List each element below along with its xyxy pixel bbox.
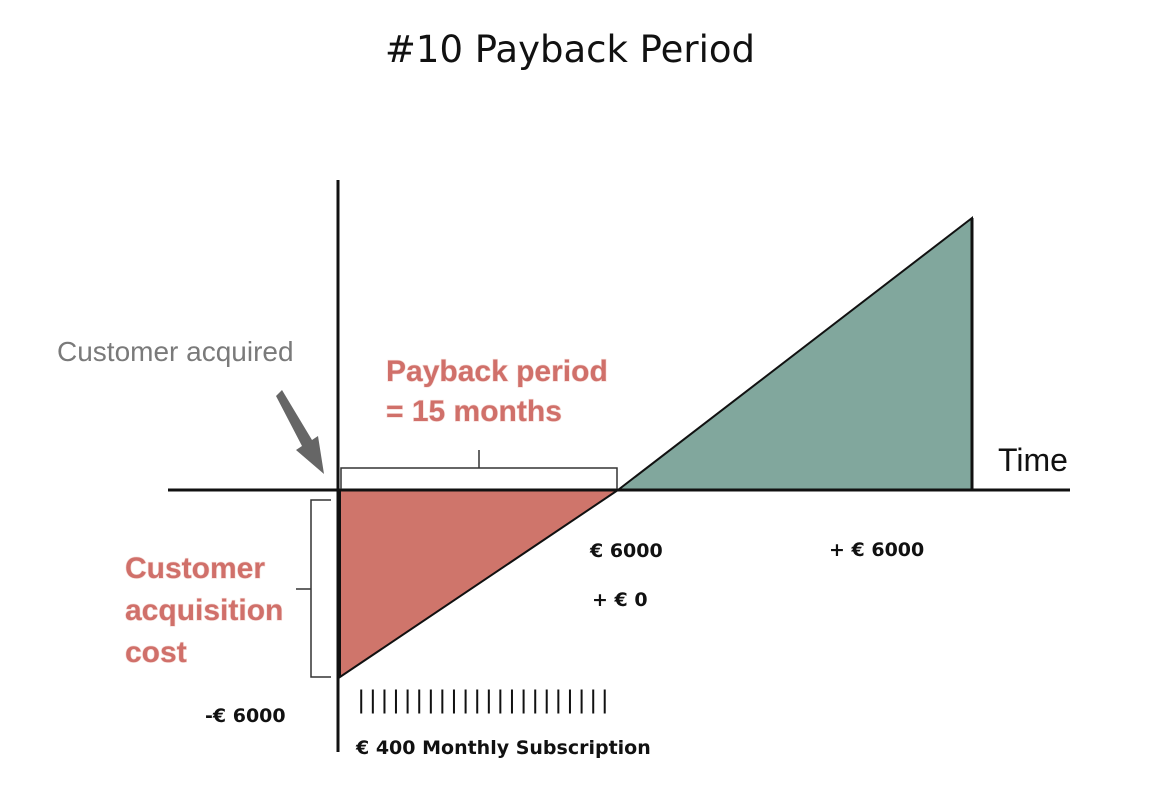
negative-cost-label: -€ 6000: [205, 705, 286, 727]
acquisition-cost-bracket: [296, 499, 331, 678]
profit-area: [615, 215, 973, 491]
payback-period-label-line1: Payback period: [386, 355, 608, 388]
arrow-down-right-icon: [276, 390, 324, 474]
breakeven-profit-label: + € 0: [592, 589, 648, 611]
time-axis-label: Time: [998, 442, 1068, 478]
acquisition-cost-label-line1: Customer: [125, 552, 265, 585]
payback-period-bracket: [340, 450, 618, 489]
monthly-payment-ticks: ||||||||||||||||||||||: [354, 686, 612, 714]
diagram-title: #10 Payback Period: [385, 28, 755, 71]
loss-area: [339, 489, 622, 679]
customer-acquired-label: Customer acquired: [57, 336, 294, 367]
acquisition-cost-label-line3: cost: [125, 636, 187, 669]
payback-period-label-line2: = 15 months: [386, 395, 562, 428]
end-profit-label: + € 6000: [829, 539, 924, 561]
subscription-caption: € 400 Monthly Subscription: [355, 737, 651, 759]
acquisition-cost-label-line2: acquisition: [125, 594, 283, 627]
breakeven-amount-label: € 6000: [589, 540, 663, 562]
